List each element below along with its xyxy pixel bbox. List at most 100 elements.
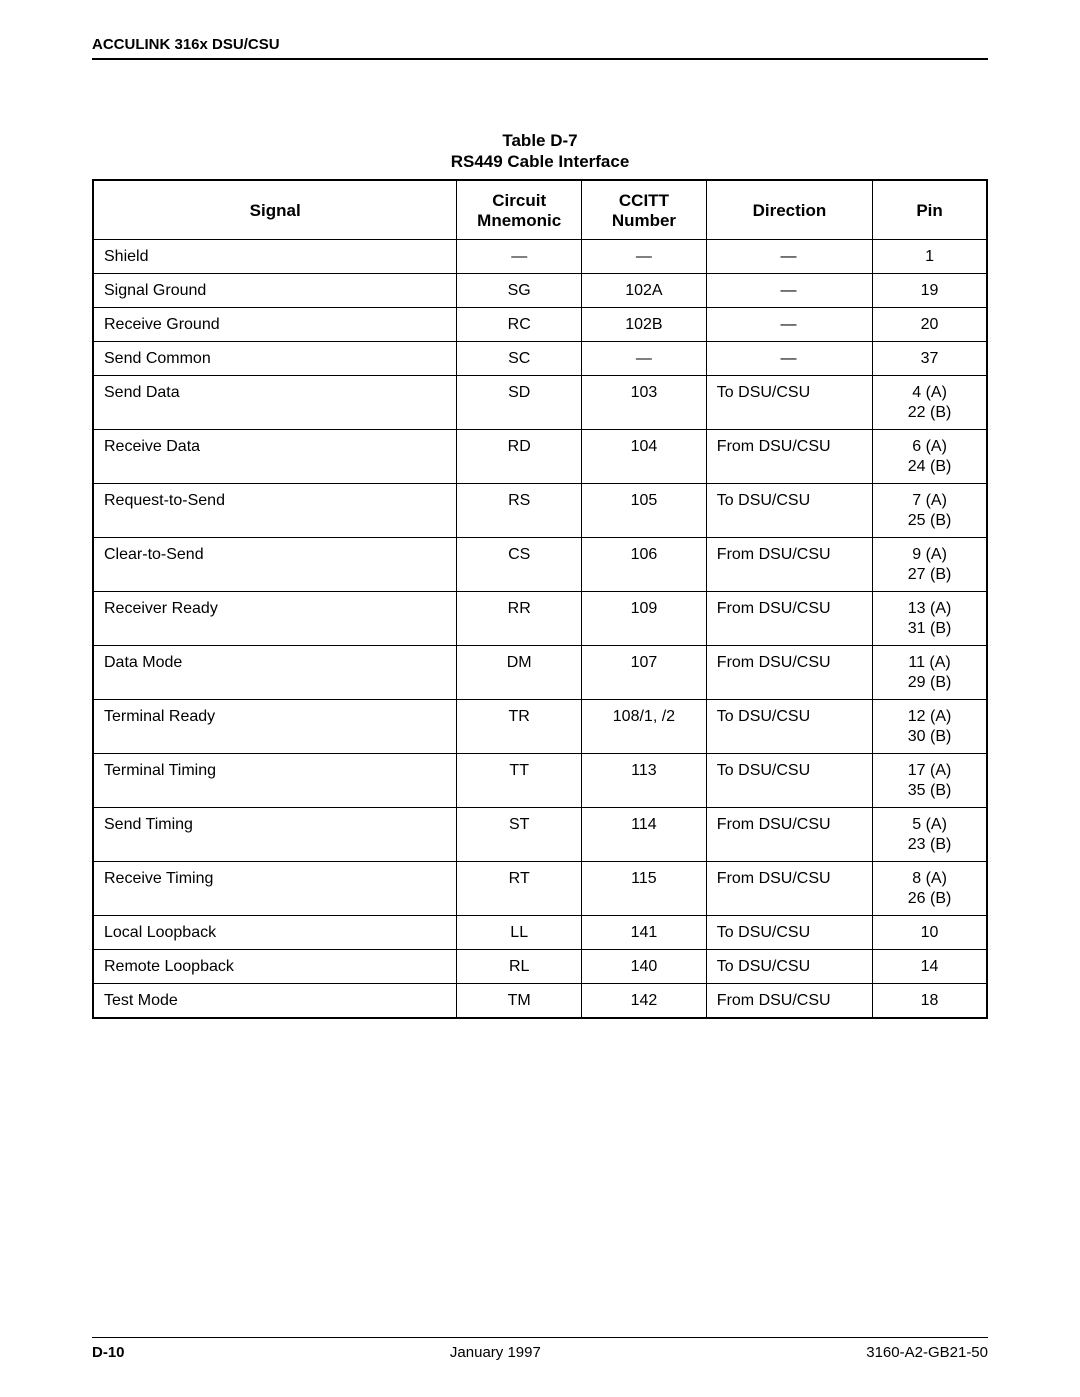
footer-doc: 3160-A2-GB21-50	[866, 1344, 988, 1361]
cell-mnemonic: CS	[457, 538, 582, 592]
cell-ccitt: 114	[582, 808, 707, 862]
cell-pin: 11 (A)29 (B)	[873, 646, 987, 700]
cell-signal: Receive Data	[93, 430, 457, 484]
th-ccitt-l2: Number	[612, 211, 676, 230]
cell-direction: To DSU/CSU	[706, 376, 872, 430]
table-header-row: Signal Circuit Mnemonic CCITT Number Dir…	[93, 180, 987, 240]
cell-mnemonic: SD	[457, 376, 582, 430]
cell-pin: 37	[873, 342, 987, 376]
cell-mnemonic: TT	[457, 754, 582, 808]
cell-signal: Request-to-Send	[93, 484, 457, 538]
cell-pin: 8 (A)26 (B)	[873, 862, 987, 916]
cell-ccitt: —	[582, 342, 707, 376]
table-row: Terminal TimingTT113To DSU/CSU17 (A)35 (…	[93, 754, 987, 808]
cell-ccitt: 106	[582, 538, 707, 592]
table-row: Data ModeDM107From DSU/CSU11 (A)29 (B)	[93, 646, 987, 700]
cell-signal: Send Timing	[93, 808, 457, 862]
cell-signal: Terminal Ready	[93, 700, 457, 754]
cell-mnemonic: TM	[457, 984, 582, 1019]
cell-mnemonic: ST	[457, 808, 582, 862]
th-signal: Signal	[93, 180, 457, 240]
page: ACCULINK 316x DSU/CSU Table D-7 RS449 Ca…	[0, 0, 1080, 1397]
cell-mnemonic: RT	[457, 862, 582, 916]
table-row: Request-to-SendRS105To DSU/CSU7 (A)25 (B…	[93, 484, 987, 538]
table-row: Receive DataRD104From DSU/CSU6 (A)24 (B)	[93, 430, 987, 484]
page-header: ACCULINK 316x DSU/CSU	[92, 36, 988, 60]
cell-direction: From DSU/CSU	[706, 592, 872, 646]
cell-ccitt: 109	[582, 592, 707, 646]
cell-pin: 7 (A)25 (B)	[873, 484, 987, 538]
cell-pin: 5 (A)23 (B)	[873, 808, 987, 862]
cell-signal: Test Mode	[93, 984, 457, 1019]
cell-signal: Send Common	[93, 342, 457, 376]
th-ccitt-l1: CCITT	[619, 191, 669, 210]
cell-pin: 20	[873, 308, 987, 342]
th-pin: Pin	[873, 180, 987, 240]
cell-signal: Clear-to-Send	[93, 538, 457, 592]
cell-mnemonic: TR	[457, 700, 582, 754]
cell-mnemonic: SC	[457, 342, 582, 376]
table-row: Send CommonSC——37	[93, 342, 987, 376]
table-row: Receive TimingRT115From DSU/CSU8 (A)26 (…	[93, 862, 987, 916]
cell-pin: 14	[873, 950, 987, 984]
th-mnemonic-l2: Mnemonic	[477, 211, 561, 230]
cell-direction: To DSU/CSU	[706, 950, 872, 984]
cell-ccitt: 107	[582, 646, 707, 700]
cell-signal: Signal Ground	[93, 274, 457, 308]
th-direction: Direction	[706, 180, 872, 240]
table-row: Terminal ReadyTR108/1, /2To DSU/CSU12 (A…	[93, 700, 987, 754]
cell-pin: 1	[873, 240, 987, 274]
cell-mnemonic: LL	[457, 916, 582, 950]
table-row: Signal GroundSG102A—19	[93, 274, 987, 308]
cell-mnemonic: RR	[457, 592, 582, 646]
cell-direction: To DSU/CSU	[706, 916, 872, 950]
cell-ccitt: 142	[582, 984, 707, 1019]
cell-direction: From DSU/CSU	[706, 646, 872, 700]
cell-pin: 17 (A)35 (B)	[873, 754, 987, 808]
cell-pin: 18	[873, 984, 987, 1019]
cell-mnemonic: RS	[457, 484, 582, 538]
cell-direction: To DSU/CSU	[706, 484, 872, 538]
table-row: Clear-to-SendCS106From DSU/CSU9 (A)27 (B…	[93, 538, 987, 592]
cell-signal: Receive Timing	[93, 862, 457, 916]
cell-pin: 13 (A)31 (B)	[873, 592, 987, 646]
table-row: Shield———1	[93, 240, 987, 274]
cell-ccitt: 108/1, /2	[582, 700, 707, 754]
cell-ccitt: 103	[582, 376, 707, 430]
cell-direction: From DSU/CSU	[706, 862, 872, 916]
rs449-table: Signal Circuit Mnemonic CCITT Number Dir…	[92, 179, 988, 1020]
cell-pin: 4 (A)22 (B)	[873, 376, 987, 430]
cell-ccitt: 102A	[582, 274, 707, 308]
cell-signal: Data Mode	[93, 646, 457, 700]
cell-signal: Remote Loopback	[93, 950, 457, 984]
cell-pin: 12 (A)30 (B)	[873, 700, 987, 754]
table-row: Remote LoopbackRL140To DSU/CSU14	[93, 950, 987, 984]
cell-signal: Receive Ground	[93, 308, 457, 342]
cell-ccitt: —	[582, 240, 707, 274]
cell-mnemonic: RD	[457, 430, 582, 484]
cell-mnemonic: DM	[457, 646, 582, 700]
cell-signal: Local Loopback	[93, 916, 457, 950]
footer-page: D-10	[92, 1344, 125, 1361]
cell-direction: —	[706, 342, 872, 376]
table-caption: Table D-7 RS449 Cable Interface	[92, 130, 988, 173]
cell-direction: To DSU/CSU	[706, 700, 872, 754]
cell-ccitt: 140	[582, 950, 707, 984]
cell-ccitt: 102B	[582, 308, 707, 342]
cell-signal: Terminal Timing	[93, 754, 457, 808]
cell-pin: 9 (A)27 (B)	[873, 538, 987, 592]
cell-mnemonic: RC	[457, 308, 582, 342]
cell-direction: From DSU/CSU	[706, 984, 872, 1019]
table-body: Shield———1Signal GroundSG102A—19Receive …	[93, 240, 987, 1019]
table-row: Receive GroundRC102B—20	[93, 308, 987, 342]
cell-signal: Send Data	[93, 376, 457, 430]
footer-date: January 1997	[125, 1344, 867, 1361]
th-ccitt: CCITT Number	[582, 180, 707, 240]
cell-pin: 10	[873, 916, 987, 950]
cell-direction: From DSU/CSU	[706, 808, 872, 862]
cell-ccitt: 115	[582, 862, 707, 916]
cell-signal: Shield	[93, 240, 457, 274]
cell-direction: —	[706, 274, 872, 308]
table-row: Send DataSD103To DSU/CSU4 (A)22 (B)	[93, 376, 987, 430]
header-title: ACCULINK 316x DSU/CSU	[92, 36, 280, 53]
